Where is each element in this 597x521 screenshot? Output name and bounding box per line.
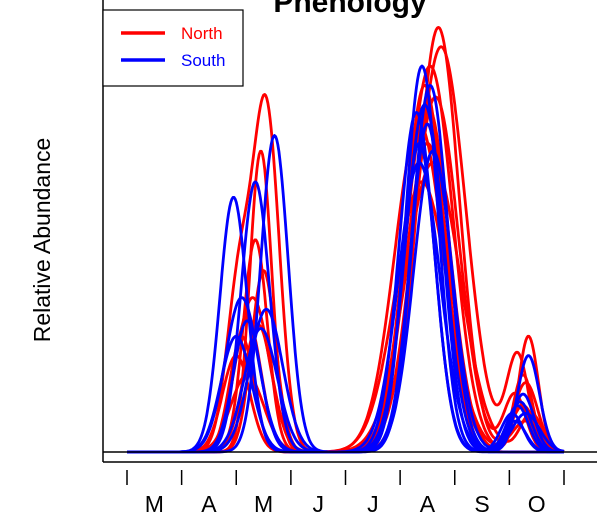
- series-line-south-10: [126, 64, 565, 454]
- series-line-north-6: [126, 161, 565, 454]
- legend-label-south: South: [181, 51, 225, 70]
- x-tick-label: S: [474, 491, 489, 517]
- x-tick-label: A: [201, 491, 217, 517]
- series-line-south-17: [126, 161, 565, 454]
- series-line-south-12: [126, 103, 565, 454]
- x-tick-label: M: [254, 491, 273, 517]
- series-line-north-4: [126, 84, 565, 454]
- legend-box: [102, 9, 244, 87]
- series-line-south-11: [126, 84, 565, 454]
- y-axis-title: Relative Abundance: [29, 138, 55, 343]
- series-line-north-2: [126, 26, 565, 454]
- chart-title: Phenology: [273, 0, 427, 19]
- legend-label-north: North: [181, 24, 223, 43]
- series-line-north-1: [126, 103, 565, 454]
- series-lines: [126, 26, 565, 454]
- series-line-north-7: [126, 95, 565, 454]
- legend: North South: [102, 9, 244, 87]
- series-line-north-9: [126, 180, 565, 454]
- series-line-north-0: [126, 64, 565, 454]
- x-tick-label: M: [145, 491, 164, 517]
- x-tick-label: J: [312, 491, 324, 517]
- series-line-south-13: [126, 110, 565, 454]
- x-tick-label: O: [528, 491, 546, 517]
- x-tick-label: J: [367, 491, 379, 517]
- series-line-south-14: [126, 149, 565, 454]
- x-tick-label: A: [420, 491, 436, 517]
- series-line-north-3: [126, 45, 565, 454]
